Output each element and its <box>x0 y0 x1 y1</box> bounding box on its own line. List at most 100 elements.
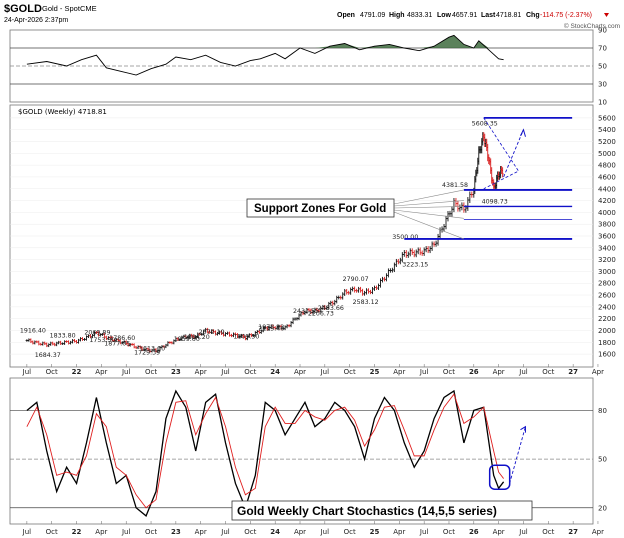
symbol-name: Gold - Spot <box>42 4 81 13</box>
price-tick-4800: 4800 <box>598 162 616 170</box>
upside-arrow-icon <box>520 128 526 137</box>
rsi-tick-10: 10 <box>598 99 607 107</box>
price-label-21: 3223.15 <box>402 261 428 268</box>
pennant-pattern <box>483 117 520 190</box>
stoch-arrow-icon <box>520 425 526 433</box>
stoch-arrow-line <box>509 426 526 484</box>
open-label: Open <box>337 12 355 19</box>
x-tick-23: 23 <box>171 528 181 536</box>
price-label-2: 1833.80 <box>50 332 76 339</box>
x-tick-Jul: Jul <box>121 368 131 376</box>
x-tick-Apr: Apr <box>294 528 306 536</box>
price-tick-4200: 4200 <box>598 197 616 205</box>
last-label: Last <box>481 12 496 19</box>
chart-date: 24-Apr-2026 2:37pm <box>4 17 68 24</box>
price-panel-label: $GOLD (Weekly) 4718.81 <box>18 108 107 116</box>
price-label-14: 1973.12 <box>258 324 284 331</box>
x-tick-Jul: Jul <box>419 368 429 376</box>
price-x-axis: Jul Oct 22 Apr Jul Oct 23 Apr Jul Oct 24 Apr Jul Oct 2… <box>22 364 604 376</box>
price-label-4: 1753.30 <box>89 337 115 344</box>
x-tick-27: 27 <box>568 528 578 536</box>
price-tick-2400: 2400 <box>598 303 616 311</box>
down-arrow-icon <box>604 13 609 17</box>
x-tick-Jul: Jul <box>22 528 32 536</box>
price-tick-5400: 5400 <box>598 126 616 134</box>
price-tick-2000: 2000 <box>598 327 616 335</box>
stochastics-title: Gold Weekly Chart Stochastics (14,5,5 se… <box>237 504 497 518</box>
stoch-gridlines: 20 50 80 <box>10 407 607 512</box>
price-label-6: 1786.60 <box>109 335 135 342</box>
price-label-0: 1916.40 <box>20 327 46 334</box>
support-zones-label: Support Zones For Gold <box>254 203 386 215</box>
x-tick-Oct: Oct <box>344 528 356 536</box>
chg-value: -114.75 (-2.37%) <box>540 12 592 19</box>
price-tick-3600: 3600 <box>598 233 616 241</box>
stoch-x-axis: Jul Oct 22 Apr Jul Oct 23 Apr Jul Oct 24 Apr Jul Oct 2… <box>22 521 604 536</box>
low-value: 4657.91 <box>452 12 477 19</box>
price-tick-3800: 3800 <box>598 221 616 229</box>
chg-label: Chg <box>526 12 540 19</box>
x-tick-Apr: Apr <box>393 368 405 376</box>
x-tick-Apr: Apr <box>493 528 505 536</box>
price-tick-2600: 2600 <box>598 292 616 300</box>
watermark: © StockCharts.com <box>564 22 620 30</box>
x-tick-Apr: Apr <box>195 368 207 376</box>
x-tick-24: 24 <box>270 528 280 536</box>
stoch-highlight-box <box>488 464 511 490</box>
rsi-tick-90: 90 <box>598 27 607 35</box>
stoch-tick-80: 80 <box>598 407 607 415</box>
x-tick-Apr: Apr <box>95 368 107 376</box>
rsi-overbought-fill <box>26 35 504 48</box>
price-gridlines: 1600 1800 2000 2200 2400 2600 2800 3000 3200 3400… <box>10 114 616 359</box>
price-tick-2200: 2200 <box>598 315 616 323</box>
callout-ray-4 <box>393 211 464 240</box>
support-zones-box <box>246 198 395 218</box>
rsi-tick-70: 70 <box>598 45 607 53</box>
price-tick-3200: 3200 <box>598 256 616 264</box>
price-tick-1800: 1800 <box>598 339 616 347</box>
x-tick-Jul: Jul <box>419 528 429 536</box>
x-tick-Jul: Jul <box>22 368 32 376</box>
callout-ray-1 <box>393 200 464 207</box>
x-tick-Oct: Oct <box>443 368 455 376</box>
price-label-24: 4098.73 <box>482 199 508 206</box>
x-tick-24: 24 <box>270 368 280 376</box>
x-tick-Oct: Oct <box>344 368 356 376</box>
price-tick-4600: 4600 <box>598 173 616 181</box>
price-tick-5000: 5000 <box>598 150 616 158</box>
x-tick-Apr: Apr <box>294 368 306 376</box>
price-label-20: 3500.00 <box>392 234 418 241</box>
price-label-8: 1613.60 <box>139 345 165 352</box>
price-label-11: 2072.19 <box>199 329 225 336</box>
price-tick-5600: 5600 <box>598 114 616 122</box>
stoch-tick-50: 50 <box>598 456 607 464</box>
exchange-label: CME <box>80 4 97 13</box>
x-tick-26: 26 <box>469 528 479 536</box>
x-tick-Jul: Jul <box>518 368 528 376</box>
x-tick-22: 22 <box>72 528 82 536</box>
rsi-line <box>26 34 504 76</box>
price-tick-4400: 4400 <box>598 185 616 193</box>
price-label-13: 2135.40 <box>258 325 284 332</box>
price-tick-3400: 3400 <box>598 244 616 252</box>
annotation-lines <box>393 117 573 240</box>
price-label-12: 1809.50 <box>233 334 259 341</box>
price-label-5: 1877.05 <box>104 341 130 348</box>
price-series <box>25 132 504 353</box>
x-tick-Jul: Jul <box>121 528 131 536</box>
price-label-16: 2206.73 <box>308 310 334 317</box>
x-tick-Jul: Jul <box>518 528 528 536</box>
price-label-1: 1684.37 <box>35 352 61 359</box>
high-label: High <box>389 12 405 19</box>
price-tick-1600: 1600 <box>598 351 616 359</box>
x-tick-22: 22 <box>72 368 82 376</box>
stochastics-title-box <box>231 500 533 521</box>
x-tick-Jul: Jul <box>320 368 330 376</box>
x-tick-Oct: Oct <box>145 528 157 536</box>
x-tick-26: 26 <box>469 368 479 376</box>
price-label-18: 2790.07 <box>343 276 369 283</box>
price-label-22: 4381.58 <box>442 182 468 189</box>
price-tick-2800: 2800 <box>598 280 616 288</box>
x-tick-Oct: Oct <box>443 528 455 536</box>
